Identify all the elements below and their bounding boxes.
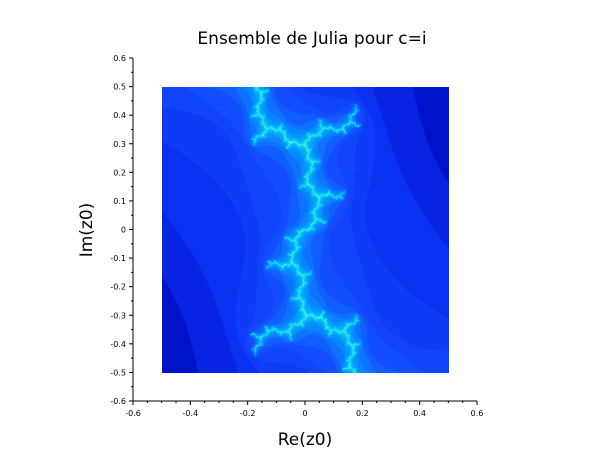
x-axis: -0.6 -0.4 -0.2 0 0.2 0.4 0.6: [125, 400, 484, 418]
y-tick-label: -0.5: [110, 368, 126, 377]
y-tick-label: 0.6: [113, 54, 126, 63]
y-tick-label: -0.3: [110, 311, 126, 320]
y-axis-label: Im(z0): [77, 203, 97, 258]
x-tick-label: 0.2: [356, 409, 369, 418]
x-tick-label: 0.6: [471, 409, 484, 418]
y-tick-label: 0.4: [113, 111, 126, 120]
y-tick-label: -0.1: [110, 254, 126, 263]
julia-set-heatmap: [161, 86, 449, 373]
x-tick-label: 0: [302, 409, 307, 418]
y-tick-label: -0.2: [110, 283, 126, 292]
x-axis-label: Re(z0): [278, 430, 333, 450]
y-tick-label: 0.5: [113, 83, 126, 92]
y-axis: -0.6 -0.5 -0.4 -0.3 -0.2 -0.1 0 0.1 0.2 0.3 0.4 0.5…: [110, 54, 134, 406]
y-tick-label: -0.6: [110, 397, 126, 406]
chart-title: Ensemble de Julia pour c=i: [197, 29, 426, 49]
y-tick-label: 0: [121, 226, 126, 235]
plot-area: [161, 86, 449, 373]
x-tick-label: 0.4: [413, 409, 426, 418]
x-tick-label: -0.6: [125, 409, 141, 418]
y-tick-label: 0.3: [113, 140, 126, 149]
y-tick-label: 0.2: [113, 168, 126, 177]
y-tick-label: 0.1: [113, 197, 126, 206]
heatmap-container: [161, 86, 449, 373]
x-tick-label: -0.2: [240, 409, 256, 418]
x-tick-label: -0.4: [183, 409, 199, 418]
y-tick-label: -0.4: [110, 340, 126, 349]
